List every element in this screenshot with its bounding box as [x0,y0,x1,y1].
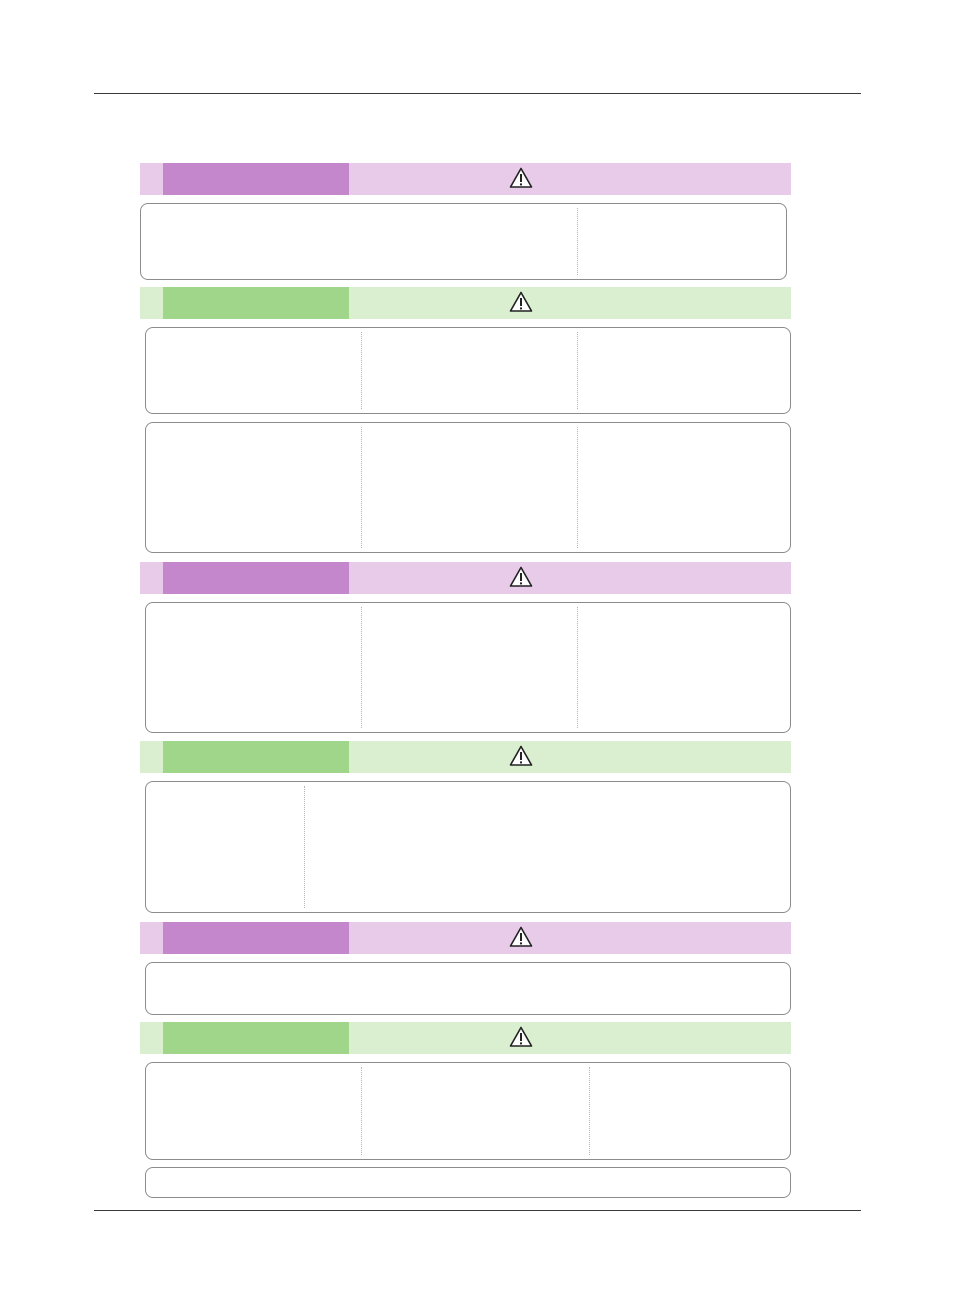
warning-triangle-icon [509,926,533,947]
section-1-content-box [140,203,787,280]
band-fill [349,922,791,954]
column-divider [589,1067,590,1155]
section-2-header-band [140,287,791,319]
band-label-block [163,741,349,773]
band-stub [140,1022,163,1054]
column-divider [304,786,305,908]
section-5-header-band [140,922,791,954]
warning-triangle-icon [509,566,533,587]
section-1-header-band [140,163,791,195]
footer-rule [94,1210,861,1211]
column-divider [577,607,578,728]
column-divider [577,208,578,275]
column-divider [361,1067,362,1155]
warning-triangle-icon [509,745,533,766]
section-4-content-box [145,781,791,913]
column-divider [361,332,362,409]
band-fill [349,163,791,195]
header-rule [94,93,861,94]
section-3-content-box [145,602,791,733]
band-fill [349,741,791,773]
warning-triangle-icon [509,1026,533,1047]
warning-triangle-icon [509,167,533,188]
band-label-block [163,287,349,319]
band-fill [349,287,791,319]
band-label-block [163,562,349,594]
section-4-header-band [140,741,791,773]
section-6-content-box-2 [145,1167,791,1198]
section-2-content-box-1 [145,327,791,414]
band-stub [140,163,163,195]
section-5-content-box [145,962,791,1015]
band-fill [349,562,791,594]
band-fill [349,1022,791,1054]
column-divider [577,427,578,548]
section-3-header-band [140,562,791,594]
band-stub [140,287,163,319]
band-label-block [163,1022,349,1054]
column-divider [361,607,362,728]
band-stub [140,922,163,954]
column-divider [577,332,578,409]
warning-triangle-icon [509,291,533,312]
section-2-content-box-2 [145,422,791,553]
section-6-content-box-1 [145,1062,791,1160]
column-divider [361,427,362,548]
band-label-block [163,922,349,954]
band-stub [140,741,163,773]
band-stub [140,562,163,594]
band-label-block [163,163,349,195]
section-6-header-band [140,1022,791,1054]
